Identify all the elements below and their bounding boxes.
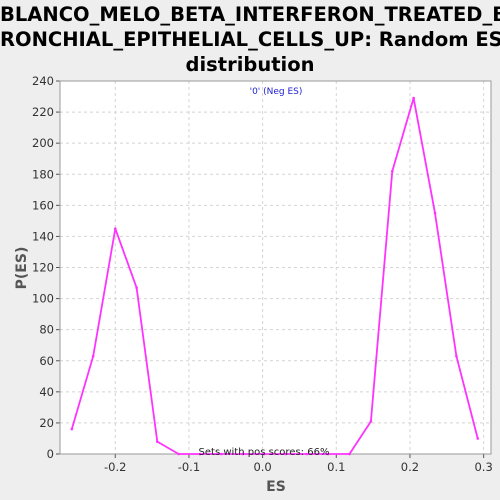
data-point — [390, 169, 394, 173]
data-point — [177, 452, 180, 456]
y-tick-label: 0 — [47, 447, 54, 461]
series-layer — [70, 96, 480, 456]
legend-label: '0' (Neg ES) — [250, 87, 303, 97]
chart-title-line-2: RONCHIAL_EPITHELIAL_CELLS_UP: Random ES — [0, 28, 500, 51]
y-tick-label: 160 — [32, 198, 54, 212]
y-tick-label: 140 — [32, 229, 54, 243]
axes: 0 20 40 60 80 100 120 140 160 180 200 220 240 -0.2 -0.… — [32, 74, 493, 474]
data-point — [241, 452, 245, 456]
y-axis-title: P(ES) — [14, 247, 30, 290]
data-point — [220, 452, 223, 456]
x-axis-title: ES — [266, 479, 286, 495]
y-tick-label: 180 — [32, 167, 54, 181]
series-line — [70, 97, 479, 455]
y-tick-label: 200 — [32, 136, 54, 150]
y-tick-label: 100 — [32, 292, 54, 306]
plot-area — [60, 81, 491, 454]
x-tick-label: 0.0 — [253, 460, 271, 474]
y-tick-label: 120 — [32, 261, 54, 275]
data-point — [113, 227, 117, 230]
grid-lines — [60, 80, 491, 455]
data-point — [326, 452, 330, 456]
y-tick-label: 240 — [32, 74, 54, 88]
data-point — [455, 354, 458, 358]
y-tick-label: 20 — [39, 416, 54, 430]
y-tick-label: 220 — [32, 105, 54, 119]
y-tick-label: 80 — [39, 323, 54, 337]
data-point — [262, 452, 266, 456]
data-point — [91, 354, 95, 358]
data-point — [369, 420, 373, 423]
data-point — [284, 452, 287, 456]
data-point — [135, 286, 138, 290]
x-tick-label: 0.2 — [401, 460, 419, 474]
data-point — [70, 427, 74, 431]
data-point — [348, 452, 351, 456]
data-point — [476, 437, 480, 440]
pos-scores-annotation: Sets with pos scores: 66% — [199, 447, 330, 458]
y-tick-label: 60 — [39, 354, 54, 368]
chart-title-line-1: BLANCO_MELO_BETA_INTERFERON_TREATED_B — [0, 3, 500, 26]
chart-title: BLANCO_MELO_BETA_INTERFERON_TREATED_B RO… — [0, 2, 500, 77]
x-tick-label: 0.3 — [474, 460, 492, 474]
y-tick-label: 40 — [39, 385, 54, 399]
data-point — [155, 440, 159, 443]
data-point — [412, 96, 415, 100]
data-point — [305, 452, 309, 456]
x-tick-label: 0.1 — [327, 460, 345, 474]
data-point — [198, 452, 202, 456]
chart-title-line-3: distribution — [185, 53, 315, 76]
data-point — [433, 211, 437, 215]
x-tick-label: -0.2 — [104, 460, 126, 474]
x-tick-label: -0.1 — [178, 460, 200, 474]
